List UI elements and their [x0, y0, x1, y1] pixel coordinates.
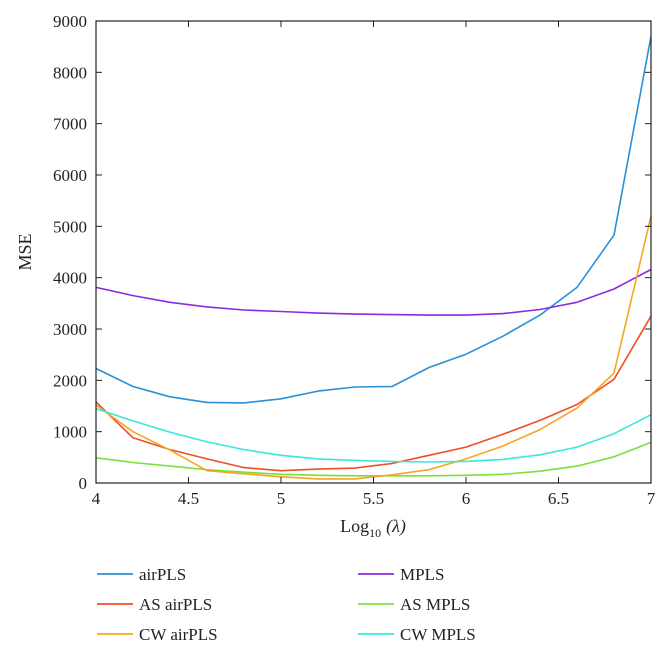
- x-tick-label: 6: [462, 489, 471, 508]
- y-tick-label: 7000: [53, 115, 87, 134]
- y-tick-label: 1000: [53, 423, 87, 442]
- y-axis-title: MSE: [15, 233, 35, 270]
- x-tick-label: 7: [647, 489, 656, 508]
- axes: 4 4.5 5 5.5 6 6.5 7 0 1000 2000 3000 4000 5000 6000 70…: [53, 12, 656, 508]
- series-line-2: [95, 315, 652, 472]
- legend-label-0: airPLS: [139, 565, 186, 584]
- y-tick-label: 3000: [53, 320, 87, 339]
- x-axis-title-subscript: 10: [369, 526, 381, 540]
- series-line-1: [95, 268, 652, 316]
- y-tick-label: 5000: [53, 217, 87, 236]
- series-line-4: [95, 215, 652, 480]
- x-tick-label: 4.5: [178, 489, 199, 508]
- series-line-0: [95, 36, 652, 404]
- x-axis-title-main: Log: [340, 516, 369, 536]
- y-tick-label: 9000: [53, 12, 87, 31]
- x-tick-label: 6.5: [548, 489, 569, 508]
- series-line-5: [95, 407, 652, 463]
- x-tick-label: 5: [277, 489, 286, 508]
- legend: airPLS MPLS AS airPLS AS MPLS CW airPLS CW MP…: [97, 565, 476, 644]
- x-tick-label: 5.5: [363, 489, 384, 508]
- legend-label-3: AS MPLS: [400, 595, 470, 614]
- y-tick-label: 2000: [53, 371, 87, 390]
- x-axis-title-lambda: (λ): [386, 516, 406, 537]
- legend-label-1: MPLS: [400, 565, 444, 584]
- y-tick-label: 8000: [53, 63, 87, 82]
- y-tick-label: 4000: [53, 269, 87, 288]
- plot-area: [95, 36, 652, 480]
- series-line-3: [95, 441, 652, 477]
- x-tick-label: 4: [92, 489, 101, 508]
- x-axis-title: Log10 (λ): [340, 516, 406, 540]
- legend-label-5: CW MPLS: [400, 625, 476, 644]
- legend-label-2: AS airPLS: [139, 595, 212, 614]
- y-tick-label: 0: [79, 474, 88, 493]
- y-tick-label: 6000: [53, 166, 87, 185]
- legend-label-4: CW airPLS: [139, 625, 218, 644]
